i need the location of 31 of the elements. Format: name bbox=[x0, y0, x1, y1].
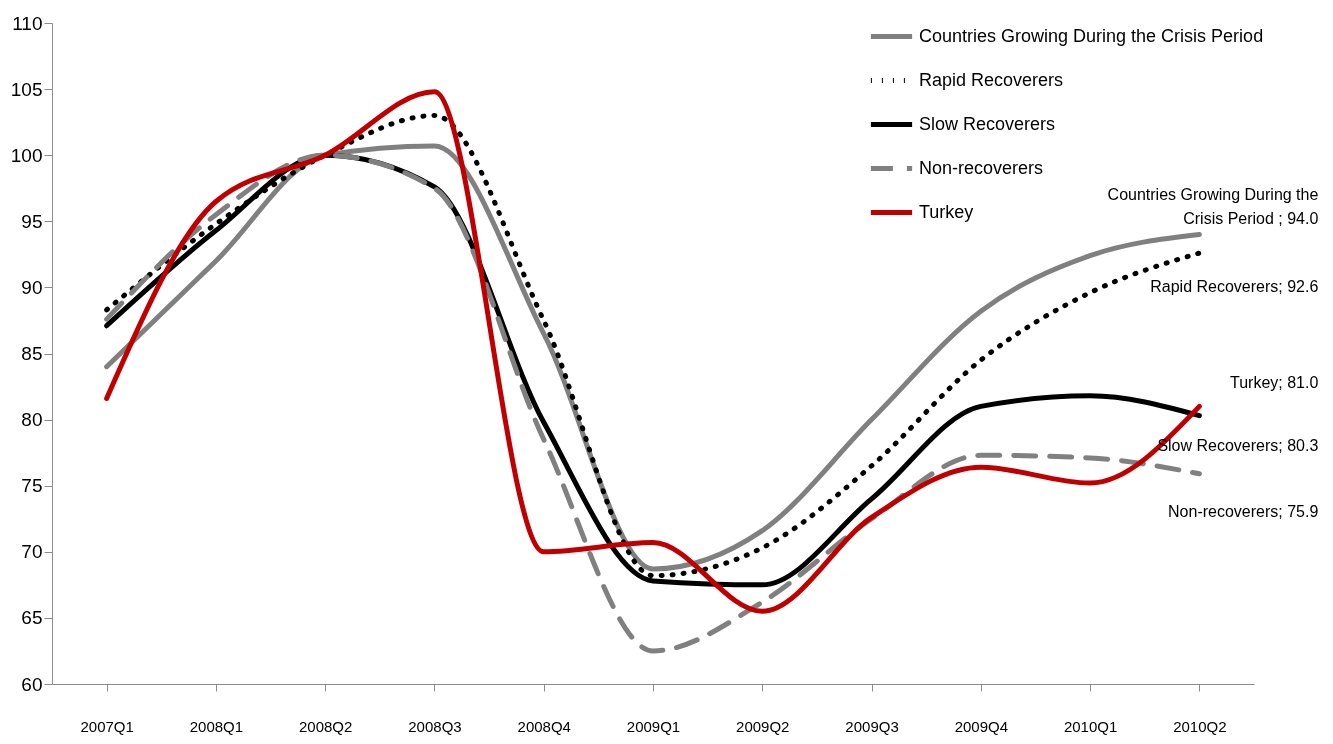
legend-label: Non-recoverers bbox=[919, 157, 1044, 178]
y-tick-label: 70 bbox=[21, 541, 43, 563]
x-tick-label: 2009Q3 bbox=[845, 717, 899, 735]
x-tick-label: 2008Q2 bbox=[298, 717, 353, 735]
legend-label: Turkey bbox=[919, 201, 974, 222]
y-tick-label: 110 bbox=[12, 12, 43, 34]
x-tick-label: 2009Q2 bbox=[736, 717, 790, 735]
x-tick-label: 2009Q1 bbox=[626, 717, 681, 735]
x-tick-label: 2010Q2 bbox=[1173, 717, 1227, 735]
x-tick-label: 2007Q1 bbox=[80, 717, 134, 735]
y-tick-label: 85 bbox=[21, 343, 43, 364]
x-tick-label: 2009Q4 bbox=[954, 717, 1009, 735]
y-tick-label: 100 bbox=[10, 144, 43, 166]
y-tick-label: 90 bbox=[21, 276, 43, 298]
y-tick-label: 80 bbox=[21, 409, 43, 431]
annotation: Countries Growing During the Crisis Period ; 94.0 bbox=[1107, 185, 1319, 227]
legend-label: Slow Recoverers bbox=[919, 113, 1056, 134]
annotation: Rapid Recoverers; 92.6 bbox=[1150, 278, 1319, 296]
annotation: Non-recoverers; 75.9 bbox=[1168, 502, 1319, 520]
y-tick-label: 105 bbox=[10, 78, 43, 100]
y-tick-label: 65 bbox=[21, 607, 43, 629]
legend-label: Rapid Recoverers bbox=[919, 69, 1064, 90]
legend-label: Countries Growing During the Crisis Period bbox=[919, 25, 1264, 46]
annotation: Turkey; 81.0 bbox=[1230, 374, 1319, 392]
y-tick-label: 60 bbox=[21, 673, 43, 695]
x-tick-label: 2008Q3 bbox=[408, 717, 462, 735]
x-tick-label: 2008Q4 bbox=[517, 717, 571, 735]
y-tick-label: 95 bbox=[21, 210, 43, 232]
y-tick-label: 75 bbox=[21, 475, 43, 497]
x-tick-label: 2008Q1 bbox=[189, 717, 244, 735]
x-tick-label: 2010Q1 bbox=[1063, 717, 1118, 735]
